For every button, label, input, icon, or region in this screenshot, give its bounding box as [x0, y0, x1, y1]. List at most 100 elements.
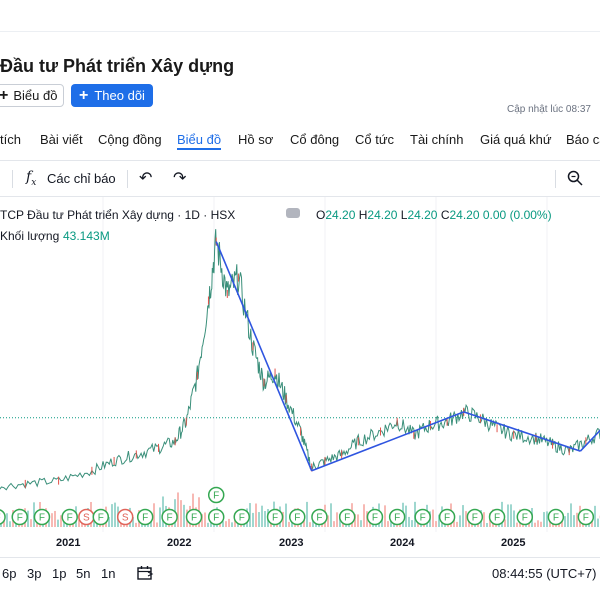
volume-bar — [411, 520, 413, 527]
financial-event-marker[interactable]: F — [414, 508, 431, 526]
range-3m-button[interactable]: 3p — [27, 566, 42, 581]
volume-bar — [390, 520, 392, 527]
volume-bar — [162, 496, 164, 527]
financial-event-marker[interactable]: F — [338, 508, 356, 526]
volume-bar — [27, 510, 29, 527]
eye-icon[interactable] — [286, 208, 300, 218]
financial-event-marker[interactable]: F — [577, 508, 595, 526]
calendar-icon[interactable] — [136, 564, 154, 582]
volume-bar — [306, 501, 308, 527]
financial-event-marker[interactable]: F — [136, 508, 154, 526]
financial-event-marker[interactable]: F — [161, 508, 178, 526]
volume-value: 43.143M — [63, 229, 110, 243]
financial-event-marker[interactable]: F — [233, 508, 250, 526]
range-1d-button[interactable]: 1n — [101, 566, 116, 581]
fx-icon[interactable]: fx — [26, 169, 37, 188]
range-1m-button[interactable]: 1p — [52, 566, 67, 581]
volume-bar — [57, 519, 59, 527]
volume-bar — [204, 512, 206, 527]
range-5d-button[interactable]: 5n — [76, 566, 91, 581]
volume-bar — [513, 510, 515, 527]
volume-bar — [156, 522, 158, 527]
follow-button[interactable]: + Theo dõi — [71, 84, 153, 107]
financial-event-marker[interactable]: F — [438, 508, 456, 526]
financial-event-marker[interactable]: F — [266, 508, 284, 526]
svg-text:F: F — [344, 513, 350, 524]
x-tick-label: 2022 — [167, 537, 192, 549]
financial-event-marker[interactable]: F — [207, 486, 225, 504]
volume-bar — [36, 520, 38, 527]
volume-bar — [111, 504, 113, 527]
financial-event-marker[interactable]: F — [388, 508, 406, 526]
high-key: H — [358, 208, 368, 222]
chart-legend-title: TCP Đầu tư Phát triển Xây dựng · 1D · HS… — [0, 208, 236, 222]
undo-icon[interactable]: ↶ — [139, 170, 153, 187]
financial-event-marker[interactable]: F — [185, 508, 203, 526]
tab-shareholders[interactable]: Cổ đông — [290, 132, 340, 147]
volume-bar — [231, 522, 233, 527]
tab-price-history[interactable]: Giá quá khứ — [480, 132, 552, 147]
financial-event-marker[interactable]: F — [366, 508, 384, 526]
magnifier-icon[interactable] — [566, 169, 584, 187]
chart-footer: 6p 3p 1p 5n 1n 08:44:55 (UTC+7) — [0, 557, 600, 600]
follow-label: Theo dõi — [94, 88, 145, 103]
volume-bar — [255, 503, 257, 527]
updated-time: Cập nhật lúc 08:37 — [507, 104, 591, 115]
financial-event-marker[interactable]: F — [488, 508, 506, 526]
toolbar-divider — [12, 170, 13, 188]
financial-event-marker[interactable]: F — [0, 509, 6, 525]
financial-event-marker[interactable]: F — [466, 508, 484, 526]
tab-community[interactable]: Cộng đồng — [98, 132, 162, 147]
volume-bar — [432, 509, 434, 527]
volume-bar — [573, 515, 575, 527]
svg-text:F: F — [494, 513, 500, 524]
change-value: 0.00 (0.00%) — [482, 208, 552, 222]
financial-event-marker[interactable]: F — [33, 508, 51, 526]
svg-text:F: F — [213, 491, 219, 502]
open-key: O — [316, 208, 326, 222]
financial-event-marker[interactable]: F — [207, 508, 225, 526]
plus-icon: + — [0, 86, 9, 104]
trend-line — [579, 429, 600, 452]
volume-bar — [132, 517, 134, 527]
add-chart-button[interactable]: + Biểu đồ — [0, 84, 65, 107]
range-6m-button[interactable]: 6p — [2, 566, 17, 581]
svg-text:F: F — [420, 513, 426, 524]
financial-event-marker[interactable]: F — [516, 508, 534, 526]
indicators-button[interactable]: Các chỉ báo — [47, 171, 116, 186]
tab-profile[interactable]: Hồ sơ — [238, 132, 274, 147]
volume-bar — [465, 511, 467, 527]
volume-bar — [312, 518, 314, 527]
ohlc-values: O24.20 H24.20 L24.20 C24.20 0.00 (0.00%) — [316, 208, 552, 222]
active-tab-indicator — [177, 148, 221, 150]
financial-event-marker[interactable]: F — [547, 508, 565, 526]
financial-event-marker[interactable]: F — [11, 508, 28, 526]
svg-text:F: F — [272, 513, 278, 524]
volume-bar — [534, 522, 536, 527]
volume-bar — [78, 520, 80, 527]
tab-analysis[interactable]: tích — [0, 132, 21, 147]
svg-text:F: F — [583, 513, 589, 524]
price-chart[interactable]: FFFFSFSFFFFFFFFFFFFFFFFFFFSF — [0, 197, 600, 557]
volume-bar — [594, 505, 596, 527]
financial-event-marker[interactable]: F — [61, 508, 78, 526]
split-event-marker[interactable]: S — [78, 508, 95, 526]
redo-icon[interactable]: ↷ — [173, 170, 187, 187]
financial-event-marker[interactable]: F — [311, 508, 328, 526]
svg-text:F: F — [39, 513, 45, 524]
volume-bar — [405, 505, 407, 527]
tab-dividends[interactable]: Cổ tức — [355, 132, 395, 147]
tab-reports[interactable]: Báo cá — [566, 132, 600, 147]
svg-text:F: F — [372, 513, 378, 524]
tab-chart[interactable]: Biểu đồ — [177, 132, 222, 147]
financial-event-marker[interactable]: F — [92, 508, 110, 526]
trend-line — [463, 411, 581, 452]
tab-financials[interactable]: Tài chính — [410, 132, 464, 147]
volume-label: Khối lượng — [0, 229, 60, 243]
svg-text:S: S — [122, 513, 129, 524]
split-event-marker[interactable]: S — [116, 508, 134, 526]
tab-posts[interactable]: Bài viết — [40, 132, 83, 147]
volume-bar — [63, 521, 65, 527]
financial-event-marker[interactable]: F — [289, 508, 306, 526]
volume-bar — [3, 520, 5, 527]
